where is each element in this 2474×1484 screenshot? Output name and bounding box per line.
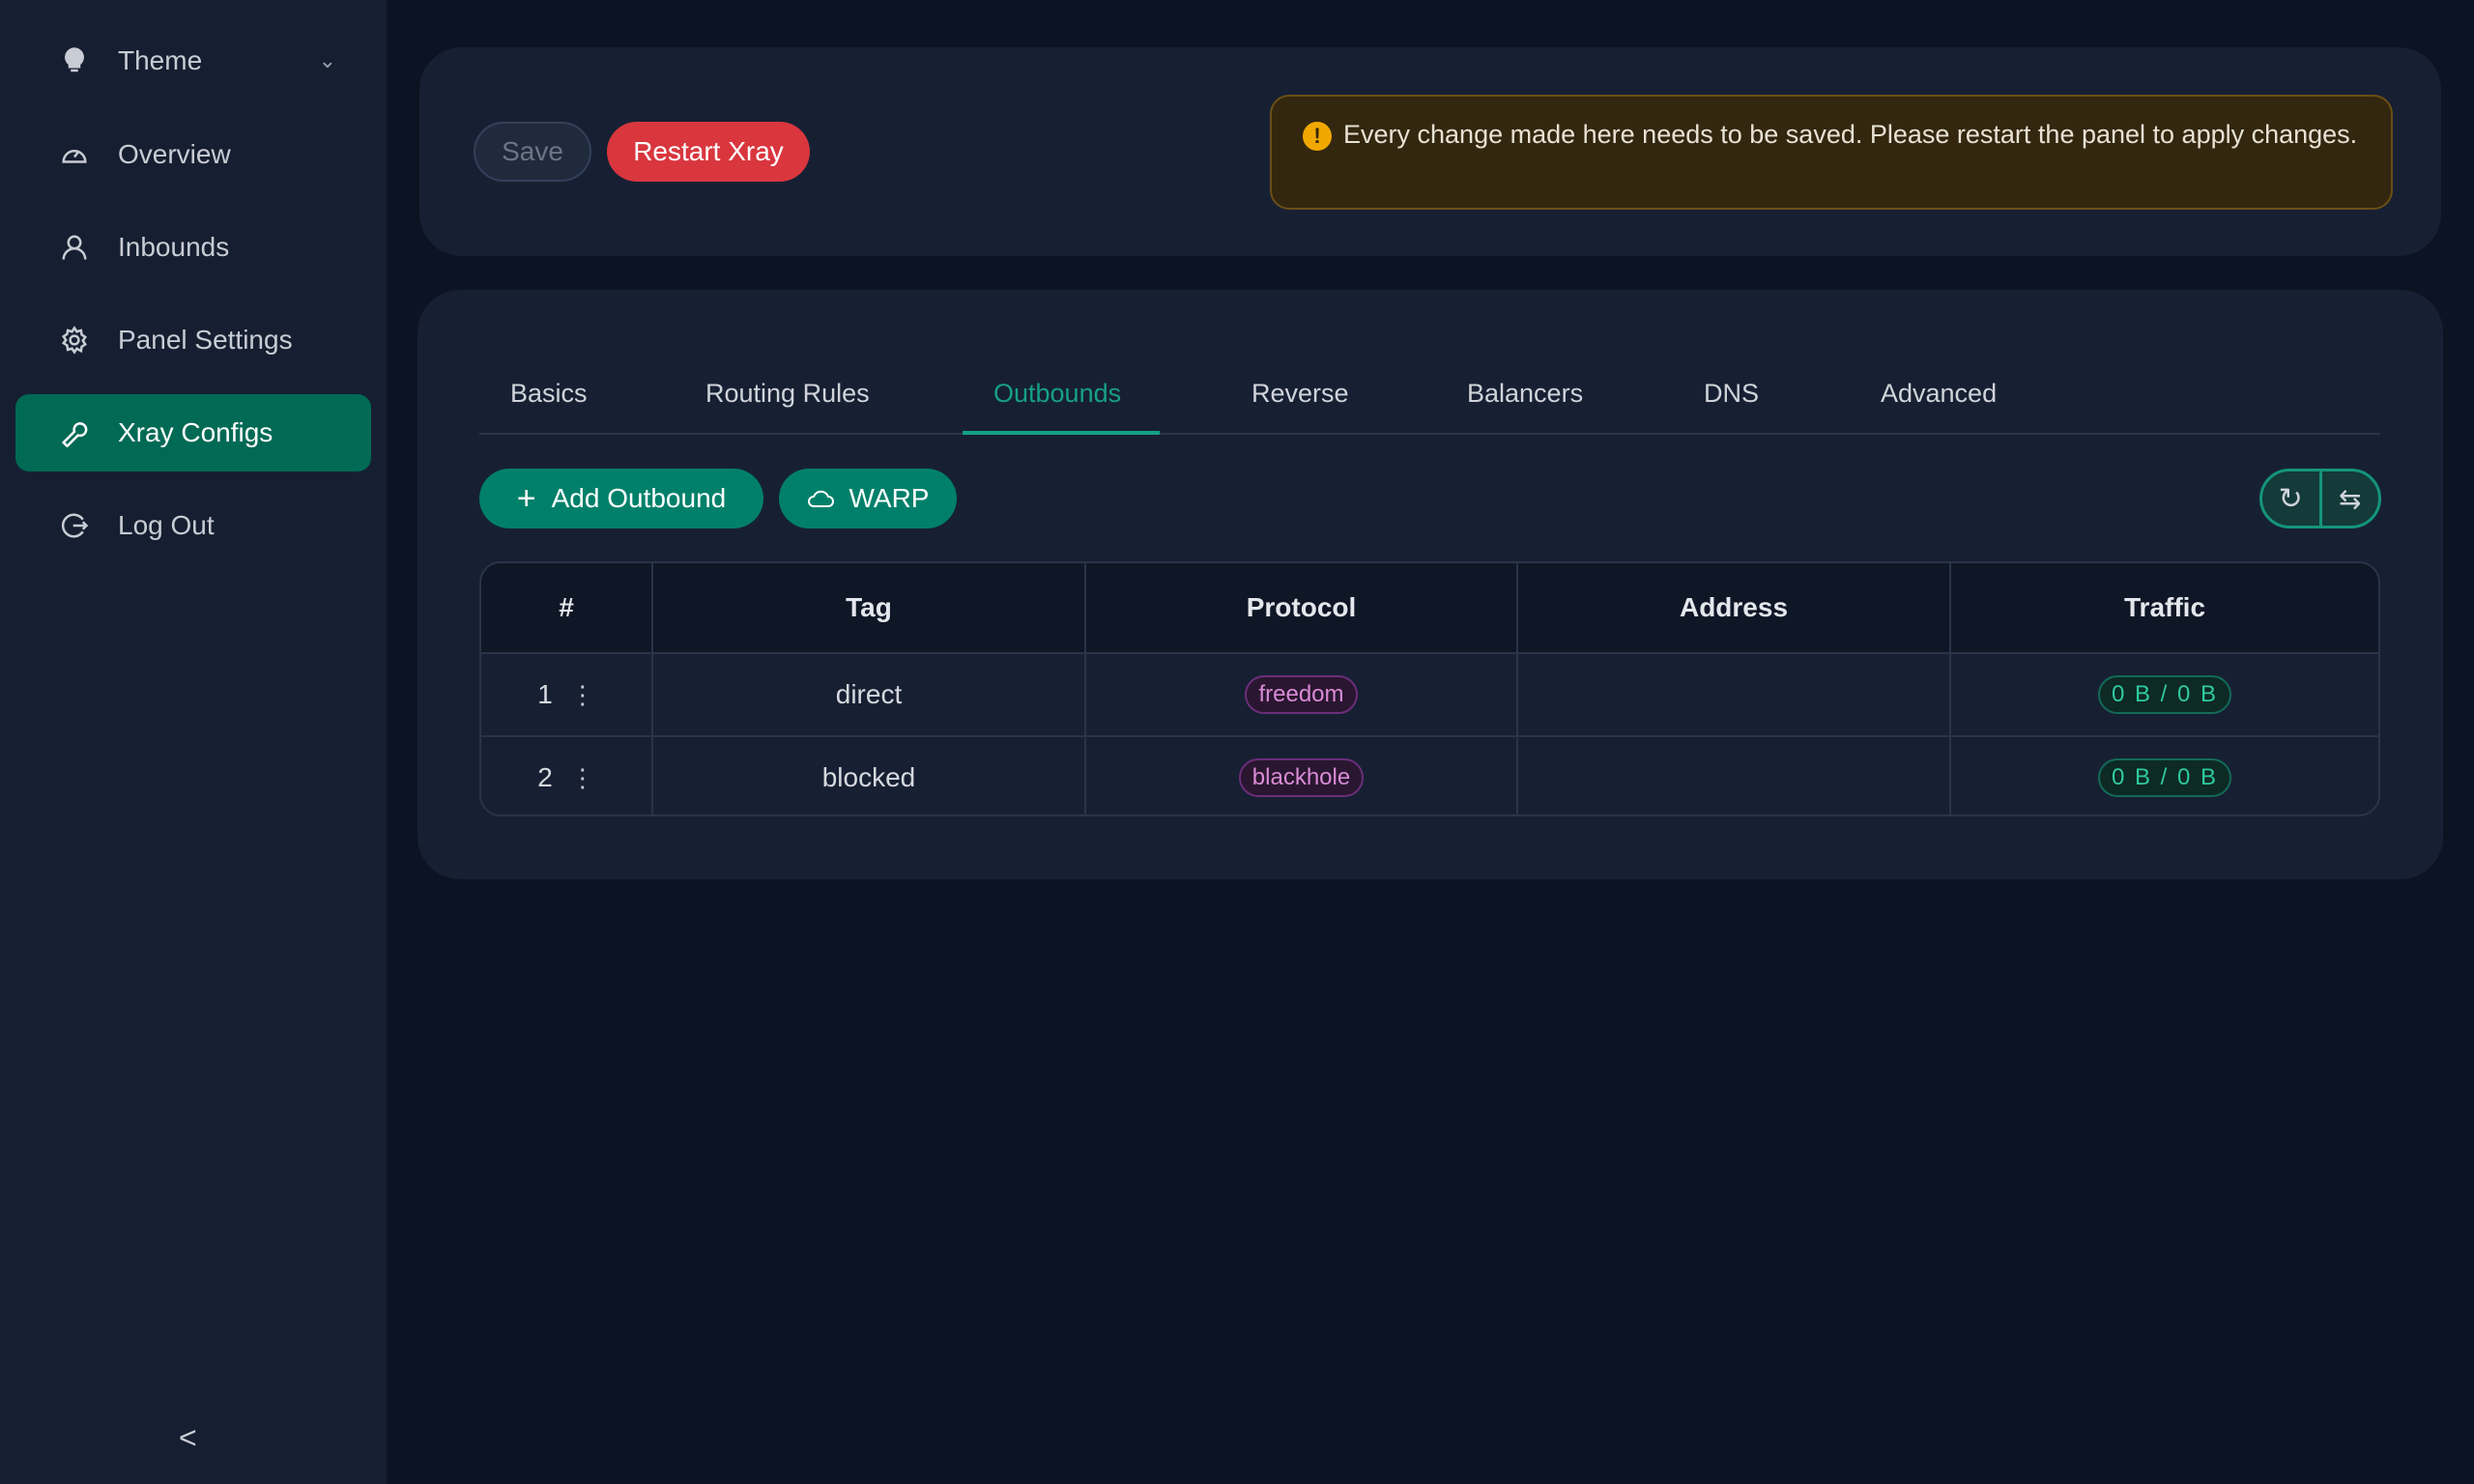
bulb-icon [65, 47, 84, 72]
warp-button[interactable]: WARP [779, 469, 957, 528]
chevron-down-icon[interactable]: ⌄ [318, 48, 336, 72]
header-protocol: Protocol [1086, 563, 1518, 652]
row-index: 1 [537, 679, 553, 709]
protocol-badge: freedom [1245, 675, 1358, 714]
sidebar-item-xray-configs[interactable]: Xray Configs [15, 394, 371, 471]
protocol-cell: blackhole [1086, 737, 1518, 814]
logout-icon [61, 513, 89, 538]
sidebar-item-label: Panel Settings [118, 325, 293, 355]
refresh-icon: ↻ [2278, 482, 2303, 515]
refresh-button[interactable]: ↻ [2262, 471, 2322, 526]
traffic-cell: 0 B / 0 B [1951, 737, 2378, 814]
tab-balancers[interactable]: Balancers [1467, 379, 1584, 408]
tab-routing-rules[interactable]: Routing Rules [705, 379, 870, 408]
collapse-sidebar-button[interactable]: < [179, 1420, 197, 1455]
protocol-badge: blackhole [1238, 758, 1365, 797]
header-index: # [481, 563, 653, 652]
alert-text: Every change made here needs to be saved… [1343, 120, 2358, 149]
traffic-badge: 0 B / 0 B [2097, 758, 2232, 797]
active-tab-indicator [963, 431, 1160, 435]
sidebar-item-panel-settings[interactable]: Panel Settings [15, 301, 371, 379]
warning-alert: ! Every change made here needs to be sav… [1270, 95, 2393, 210]
add-outbound-button[interactable]: + Add Outbound [479, 469, 763, 528]
row-index: 2 [537, 762, 553, 792]
index-cell: 1 ⋮ [481, 654, 653, 735]
more-menu-icon[interactable]: ⋮ [569, 679, 595, 709]
tab-outbounds[interactable]: Outbounds [993, 379, 1122, 408]
sidebar-item-label: Theme [118, 45, 203, 75]
restart-xray-button[interactable]: Restart Xray [607, 122, 810, 182]
add-outbound-label: Add Outbound [551, 483, 727, 513]
header-traffic: Traffic [2123, 592, 2206, 622]
warning-icon: ! [1303, 122, 1332, 151]
sidebar-item-label: Overview [118, 139, 231, 169]
header-tag: Tag [653, 563, 1086, 652]
table-header: # Tag Protocol Address Traffic [481, 563, 2378, 652]
reset-traffic-button[interactable]: ⇆ [2322, 471, 2379, 526]
address-cell [1518, 654, 1951, 735]
tab-basics[interactable]: Basics [510, 379, 588, 408]
sidebar: Theme ⌄ Overview Inbounds Panel Settings… [0, 0, 387, 1484]
gear-icon [61, 326, 87, 355]
swap-icon: ⇆ [2339, 483, 2362, 514]
outbounds-table: # Tag Protocol Address Traffic 1 ⋮ direct… [479, 561, 2380, 816]
tag-cell: direct [653, 654, 1086, 735]
header-address: Address [1518, 563, 1951, 652]
index-cell: 2 ⋮ [481, 737, 653, 814]
more-menu-icon[interactable]: ⋮ [569, 762, 595, 792]
user-icon [62, 235, 87, 260]
tab-dns[interactable]: DNS [1704, 379, 1760, 408]
sidebar-item-theme[interactable]: Theme ⌄ [15, 22, 371, 100]
protocol-cell: freedom [1086, 654, 1518, 735]
sidebar-item-inbounds[interactable]: Inbounds [15, 209, 371, 286]
plus-icon: + [516, 479, 536, 517]
traffic-badge: 0 B / 0 B [2097, 675, 2232, 714]
traffic-cell: 0 B / 0 B [1951, 654, 2378, 735]
sidebar-item-log-out[interactable]: Log Out [15, 487, 371, 564]
table-action-group: ↻ ⇆ [2259, 469, 2381, 528]
sidebar-item-label: Inbounds [118, 232, 230, 262]
warp-label: WARP [849, 483, 930, 513]
tab-bar: Basics Routing Rules Outbounds Reverse B… [479, 367, 2380, 435]
sidebar-item-overview[interactable]: Overview [15, 116, 371, 193]
dashboard-icon [62, 150, 87, 163]
table-row: 2 ⋮ blocked blackhole 0 B / 0 B [481, 735, 2378, 814]
tab-advanced[interactable]: Advanced [1881, 379, 1998, 408]
address-cell [1518, 737, 1951, 814]
table-row: 1 ⋮ direct freedom 0 B / 0 B [481, 652, 2378, 735]
sidebar-item-label: Log Out [118, 510, 215, 540]
tab-reverse[interactable]: Reverse [1251, 379, 1349, 408]
sidebar-item-label: Xray Configs [118, 417, 273, 447]
wrench-icon [61, 422, 88, 447]
save-button[interactable]: Save [474, 122, 591, 182]
tag-cell: blocked [653, 737, 1086, 814]
cloud-icon [807, 490, 834, 507]
